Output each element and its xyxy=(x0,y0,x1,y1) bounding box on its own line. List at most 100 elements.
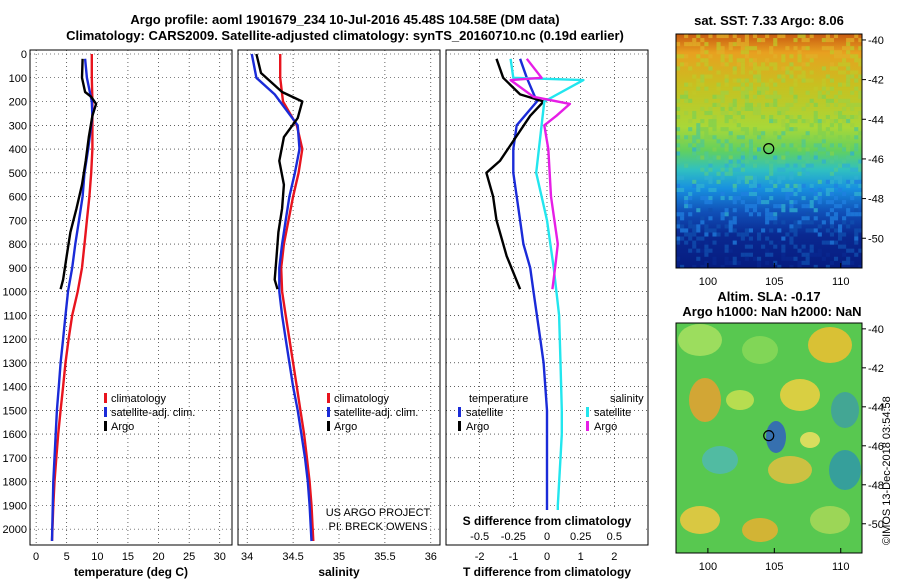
sst-cell xyxy=(704,228,709,233)
sst-cell xyxy=(781,66,786,71)
sst-cell xyxy=(833,183,839,188)
sst-cell xyxy=(765,58,770,63)
sst-cell xyxy=(744,90,749,95)
sst-cell xyxy=(736,110,741,116)
sst-cell xyxy=(825,179,830,184)
sst-cell xyxy=(736,78,741,83)
sst-cell xyxy=(793,224,798,229)
sst-cell xyxy=(773,38,778,43)
legend-label-2: Argo xyxy=(111,421,134,433)
sst-cell xyxy=(724,244,729,249)
sst-cell xyxy=(769,163,774,168)
sst-cell xyxy=(684,232,689,237)
sst-cell xyxy=(692,115,697,120)
sst-cell xyxy=(797,54,802,59)
sst-cell xyxy=(785,151,790,156)
sst-cell xyxy=(858,212,862,217)
sst-cell xyxy=(797,248,802,253)
sst-cell xyxy=(777,212,782,217)
sst-cell xyxy=(773,62,778,67)
sla-map-subtitle: Argo h1000: NaN h2000: NaN xyxy=(682,304,861,319)
sst-cell xyxy=(769,179,774,184)
sst-cell xyxy=(757,38,762,43)
sst-cell xyxy=(805,212,810,217)
sst-cell xyxy=(752,110,758,116)
sst-cell xyxy=(846,224,851,229)
sst-cell xyxy=(692,74,697,79)
sst-cell xyxy=(680,228,685,233)
sst-cell xyxy=(688,220,693,225)
sst-cell xyxy=(777,175,782,180)
sst-cell xyxy=(809,163,814,168)
sst-cell xyxy=(842,119,847,124)
sst-cell xyxy=(773,204,778,209)
sst-cell xyxy=(809,70,814,75)
sst-cell xyxy=(777,135,782,140)
sst-cell xyxy=(842,54,847,59)
depth-tick-label: 1200 xyxy=(3,334,27,346)
sst-cell xyxy=(789,204,794,209)
sst-cell xyxy=(732,163,737,168)
sst-cell xyxy=(712,147,717,152)
sst-cell xyxy=(752,147,758,152)
map-lat-tick-label: -44 xyxy=(868,114,884,126)
sst-cell xyxy=(708,208,713,213)
sst-cell xyxy=(797,74,802,79)
sst-cell xyxy=(813,110,818,116)
sst-map-ticks: 100 105 110 -40 -42 -44 -46 -48 -50 xyxy=(699,35,884,288)
sst-cell xyxy=(833,50,839,55)
sst-cell xyxy=(842,163,847,168)
sst-cell xyxy=(724,208,729,213)
figure-title-line1: Argo profile: aoml 1901679_234 10-Jul-20… xyxy=(130,12,559,27)
sst-cell xyxy=(736,232,741,237)
sst-cell xyxy=(854,212,859,217)
sst-cell xyxy=(704,62,709,67)
sst-cell xyxy=(692,224,697,229)
sst-cell xyxy=(817,127,822,132)
sst-cell xyxy=(785,46,790,51)
sla-map-title: Altim. SLA: -0.17 xyxy=(717,289,820,304)
sst-cell xyxy=(858,167,862,172)
sst-cell xyxy=(692,248,697,253)
sst-cell xyxy=(712,135,717,140)
sst-cell xyxy=(781,54,786,59)
sst-cell xyxy=(829,86,834,91)
sst-cell xyxy=(821,135,826,140)
sst-cell xyxy=(708,135,713,140)
sst-cell xyxy=(757,183,762,188)
sst-cell xyxy=(728,196,733,201)
sst-cell xyxy=(797,139,802,144)
sst-cell xyxy=(692,90,697,95)
sst-cell xyxy=(789,236,794,241)
sst-cell xyxy=(744,127,749,132)
sst-cell xyxy=(821,46,826,51)
sst-cell xyxy=(797,66,802,71)
sst-cell xyxy=(769,62,774,67)
sst-cell xyxy=(708,187,713,192)
sst-cell xyxy=(850,54,855,59)
sla-map-ticks: 100 105 110 -40 -42 -44 -46 -48 -50 xyxy=(699,324,884,573)
temperature-xlabel: temperature (deg C) xyxy=(74,565,188,579)
sst-cell xyxy=(821,119,826,124)
sst-cell xyxy=(732,208,737,213)
sst-cell xyxy=(789,54,794,59)
sst-cell xyxy=(817,131,822,136)
sst-cell xyxy=(801,106,806,111)
sst-cell xyxy=(769,119,774,124)
sst-cell xyxy=(748,143,753,148)
sst-cell xyxy=(757,232,762,237)
sst-cell xyxy=(846,78,851,83)
p2-x-tick-label: 35 xyxy=(333,551,345,563)
sst-cell xyxy=(825,86,830,91)
sst-cell xyxy=(696,34,701,39)
sst-cell xyxy=(773,90,778,95)
sst-cell xyxy=(744,78,749,83)
sst-cell xyxy=(829,212,834,217)
sst-cell xyxy=(825,212,830,217)
sst-cell xyxy=(765,212,770,217)
sst-cell xyxy=(732,86,737,91)
sst-cell xyxy=(761,62,766,67)
sst-cell xyxy=(680,187,685,192)
sst-cell xyxy=(732,183,737,188)
sst-cell xyxy=(781,187,786,192)
